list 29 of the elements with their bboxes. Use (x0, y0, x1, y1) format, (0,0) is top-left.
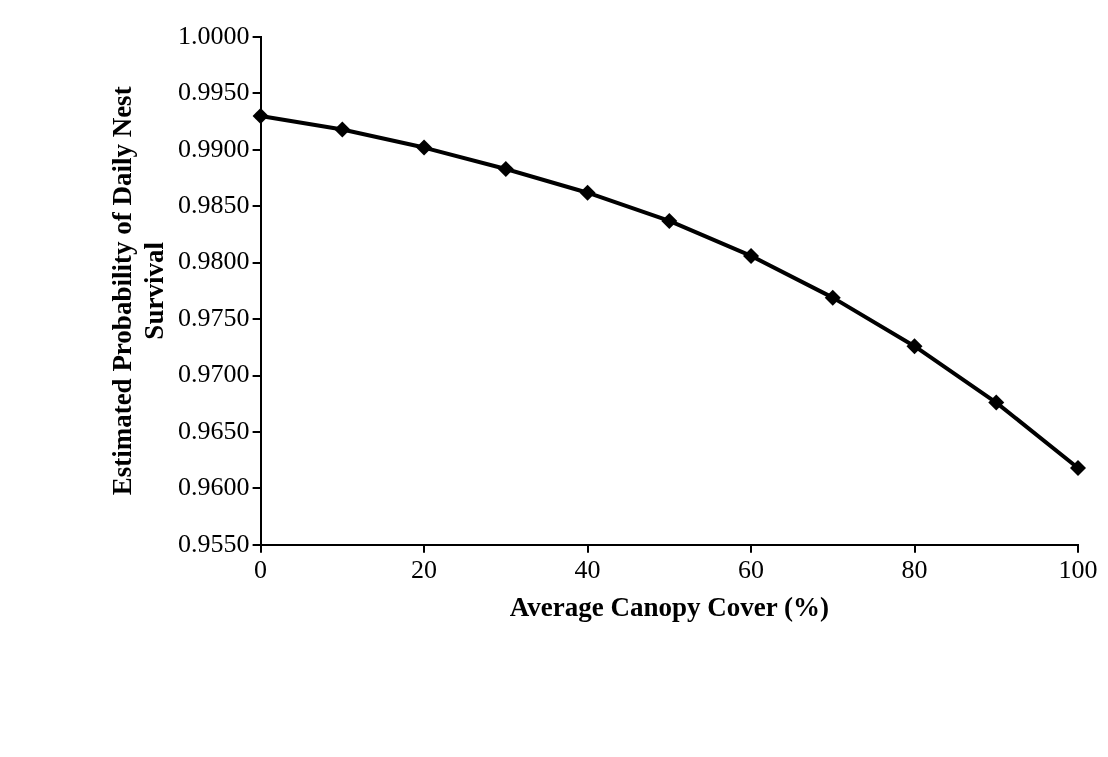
point (579, 184, 596, 201)
y-tick-label: 0.9900 (178, 133, 250, 163)
x-tick-label: 60 (738, 555, 765, 585)
y-tick-label: 0.9550 (178, 528, 250, 558)
y-tick-label: 0.9700 (178, 359, 250, 389)
point (334, 121, 351, 138)
y-tick-label: 0.9950 (178, 77, 250, 107)
x-tick-label: 40 (574, 555, 601, 585)
y-tick-label: 0.9650 (178, 415, 250, 445)
x-tick-label: 80 (901, 555, 928, 585)
point (906, 338, 923, 355)
point (988, 394, 1005, 411)
y-tick-label: 0.9600 (178, 472, 250, 502)
y-tick-label: 1.0000 (178, 20, 250, 50)
x-tick-label: 0 (254, 555, 268, 585)
point (416, 139, 433, 156)
x-tick-label: 100 (1058, 555, 1098, 585)
x-axis-title: Average Canopy Cover (%) (509, 592, 829, 623)
y-tick-label: 0.9800 (178, 246, 250, 276)
point (252, 107, 269, 124)
point (743, 247, 760, 264)
point (824, 289, 841, 306)
point (1070, 460, 1086, 477)
y-axis-title: Estimated Probability of Daily Nest Survival (107, 86, 169, 496)
x-tick-label: 20 (411, 555, 438, 585)
y-tick-label: 0.9750 (178, 302, 250, 332)
y-tick-label: 0.9850 (178, 190, 250, 220)
point (661, 212, 678, 229)
point (497, 161, 514, 178)
